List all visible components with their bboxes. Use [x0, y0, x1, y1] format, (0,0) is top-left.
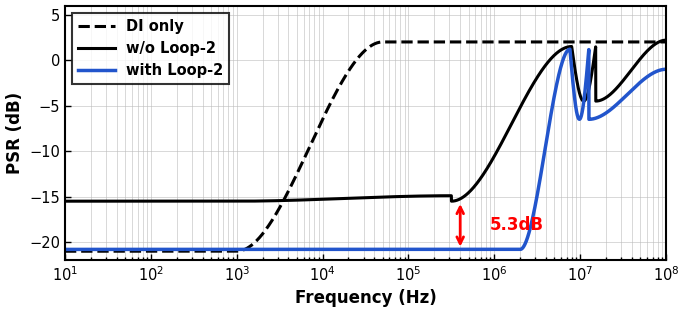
Line: w/o Loop-2: w/o Loop-2: [65, 40, 666, 201]
Text: 5.3dB: 5.3dB: [490, 216, 544, 234]
with Loop-2: [452, 248, 460, 251]
with Loop-2: [170, 248, 178, 251]
with Loop-2: [290, 248, 299, 251]
w/o Loop-2: [170, 199, 178, 203]
with Loop-2: [662, 67, 670, 71]
with Loop-2: [566, 47, 574, 51]
DI only: [379, 40, 387, 44]
DI only: [662, 40, 670, 44]
w/o Loop-2: [555, 49, 563, 53]
with Loop-2: [421, 248, 429, 251]
with Loop-2: [61, 248, 69, 251]
Line: DI only: DI only: [65, 42, 666, 251]
w/o Loop-2: [290, 198, 299, 202]
X-axis label: Frequency (Hz): Frequency (Hz): [295, 290, 436, 307]
w/o Loop-2: [452, 199, 460, 203]
Y-axis label: PSR (dB): PSR (dB): [5, 92, 23, 174]
w/o Loop-2: [662, 38, 670, 42]
w/o Loop-2: [61, 199, 69, 203]
with Loop-2: [510, 248, 518, 251]
w/o Loop-2: [421, 194, 429, 198]
DI only: [290, 177, 299, 180]
DI only: [556, 40, 564, 44]
DI only: [170, 249, 178, 253]
w/o Loop-2: [510, 118, 518, 122]
DI only: [61, 249, 69, 253]
Legend: DI only, w/o Loop-2, with Loop-2: DI only, w/o Loop-2, with Loop-2: [72, 13, 229, 84]
with Loop-2: [555, 71, 563, 75]
DI only: [452, 40, 460, 44]
DI only: [510, 40, 518, 44]
DI only: [421, 40, 429, 44]
Line: with Loop-2: with Loop-2: [65, 49, 666, 249]
